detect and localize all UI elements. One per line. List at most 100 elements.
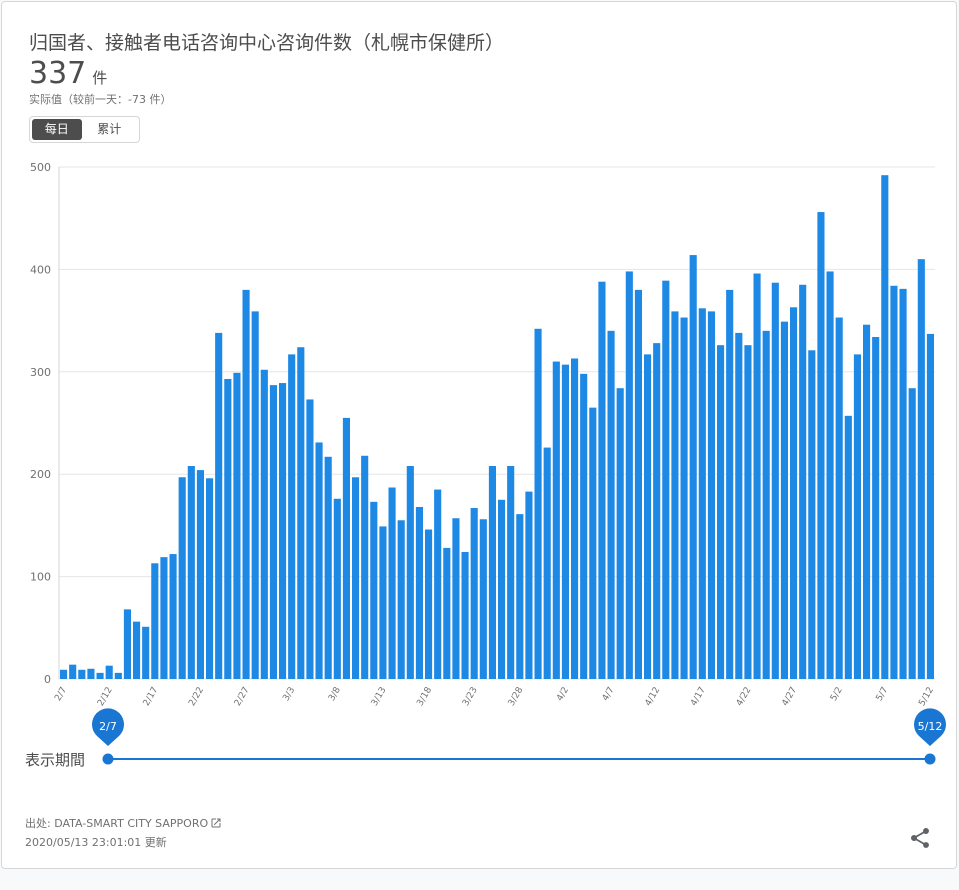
bar (361, 455, 369, 679)
slider-end-label: 5/12 (918, 720, 943, 733)
bar (561, 364, 569, 679)
bar (826, 271, 834, 679)
bar (333, 498, 341, 679)
x-tick-label: 2/17 (142, 686, 161, 709)
bar (835, 317, 843, 679)
bar (908, 388, 916, 679)
bar (479, 519, 487, 679)
bar (78, 669, 86, 679)
bar (60, 669, 68, 679)
cumulative-button[interactable]: 累计 (97, 122, 122, 136)
bar (352, 477, 360, 679)
x-tick-label: 2/22 (187, 686, 206, 709)
bar (452, 518, 460, 679)
x-tick-label: 3/3 (281, 686, 297, 704)
bar (589, 407, 597, 679)
bar (178, 477, 186, 679)
bar (607, 330, 615, 679)
bar (790, 307, 798, 679)
bar (771, 282, 779, 679)
chart-card: 归国者、接触者电话咨询中心咨询件数（札幌市保健所） 337 件 实际值（较前一天：… (1, 1, 957, 869)
x-tick-label: 4/12 (644, 686, 663, 709)
bar (698, 308, 706, 679)
bar (105, 665, 113, 679)
bar (753, 273, 761, 679)
y-tick-label: 200 (30, 468, 51, 481)
updated-timestamp: 2020/05/13 23:01:01 更新 (25, 836, 167, 849)
bar (625, 271, 633, 679)
bar (142, 626, 150, 679)
y-tick-label: 0 (44, 673, 51, 686)
bar (817, 212, 825, 679)
bar (634, 289, 642, 679)
bar (571, 358, 579, 679)
x-tick-label: 3/8 (327, 685, 343, 703)
bar (717, 345, 725, 679)
x-tick-label: 2/12 (96, 686, 115, 709)
bar (315, 442, 323, 679)
bar (242, 289, 250, 679)
bar (233, 372, 241, 679)
value-unit: 件 (92, 69, 108, 87)
bar (224, 378, 232, 679)
x-tick-label: 5/2 (829, 686, 845, 704)
slider-handle-end[interactable] (924, 753, 936, 765)
bar (425, 529, 433, 679)
bar (443, 547, 451, 679)
share-icon[interactable] (908, 826, 932, 850)
bar (114, 672, 122, 679)
bar (206, 478, 214, 679)
bar (133, 621, 141, 679)
bar (187, 466, 195, 679)
x-tick-label: 4/17 (689, 686, 708, 709)
bar (461, 552, 469, 679)
current-value: 337 件 (29, 56, 107, 91)
slider-end-marker (914, 708, 946, 746)
x-tick-label: 3/23 (461, 686, 480, 709)
bar (370, 501, 378, 679)
bar (251, 311, 259, 679)
bar (69, 664, 77, 679)
bar (324, 456, 332, 679)
bar (543, 447, 551, 679)
bar (707, 311, 715, 679)
x-tick-label: 3/13 (370, 686, 389, 709)
bar-chart: 0 100 200 300 400 500 2/7 2/12 2/17 2/22 2/27 3/3 3/… (30, 161, 946, 765)
bar (306, 399, 314, 679)
y-tick-label: 300 (30, 366, 51, 379)
bar (87, 668, 95, 679)
x-tick-label: 2/27 (233, 686, 252, 709)
bar (297, 347, 305, 679)
bar (260, 369, 268, 679)
bar (671, 311, 679, 679)
bar (680, 317, 688, 679)
bar (342, 417, 350, 679)
x-tick-label: 4/7 (601, 686, 617, 704)
daily-button[interactable]: 每日 (32, 119, 82, 140)
bar (744, 345, 752, 679)
bar (780, 321, 788, 679)
bar (598, 281, 606, 679)
bar (96, 672, 104, 679)
bar (507, 466, 515, 679)
bar (552, 361, 560, 679)
bar (388, 487, 396, 679)
bar (434, 489, 442, 679)
bar (799, 284, 807, 679)
y-tick-label: 400 (30, 263, 51, 276)
bar (662, 280, 670, 679)
x-tick-label: 4/22 (735, 686, 754, 709)
x-tick-label: 3/18 (415, 685, 434, 708)
bar (488, 466, 496, 679)
bar (735, 332, 743, 679)
value-number: 337 (29, 56, 87, 91)
bar (269, 385, 277, 679)
bar (196, 470, 204, 679)
source-link[interactable]: 出处: DATA-SMART CITY SAPPORO (25, 815, 222, 831)
bar (844, 415, 852, 679)
slider-handle-start[interactable] (102, 753, 114, 765)
bar (279, 383, 287, 679)
slider-start-marker (92, 708, 124, 746)
bar (498, 499, 506, 679)
x-tick-label: 2/7 (53, 686, 69, 704)
